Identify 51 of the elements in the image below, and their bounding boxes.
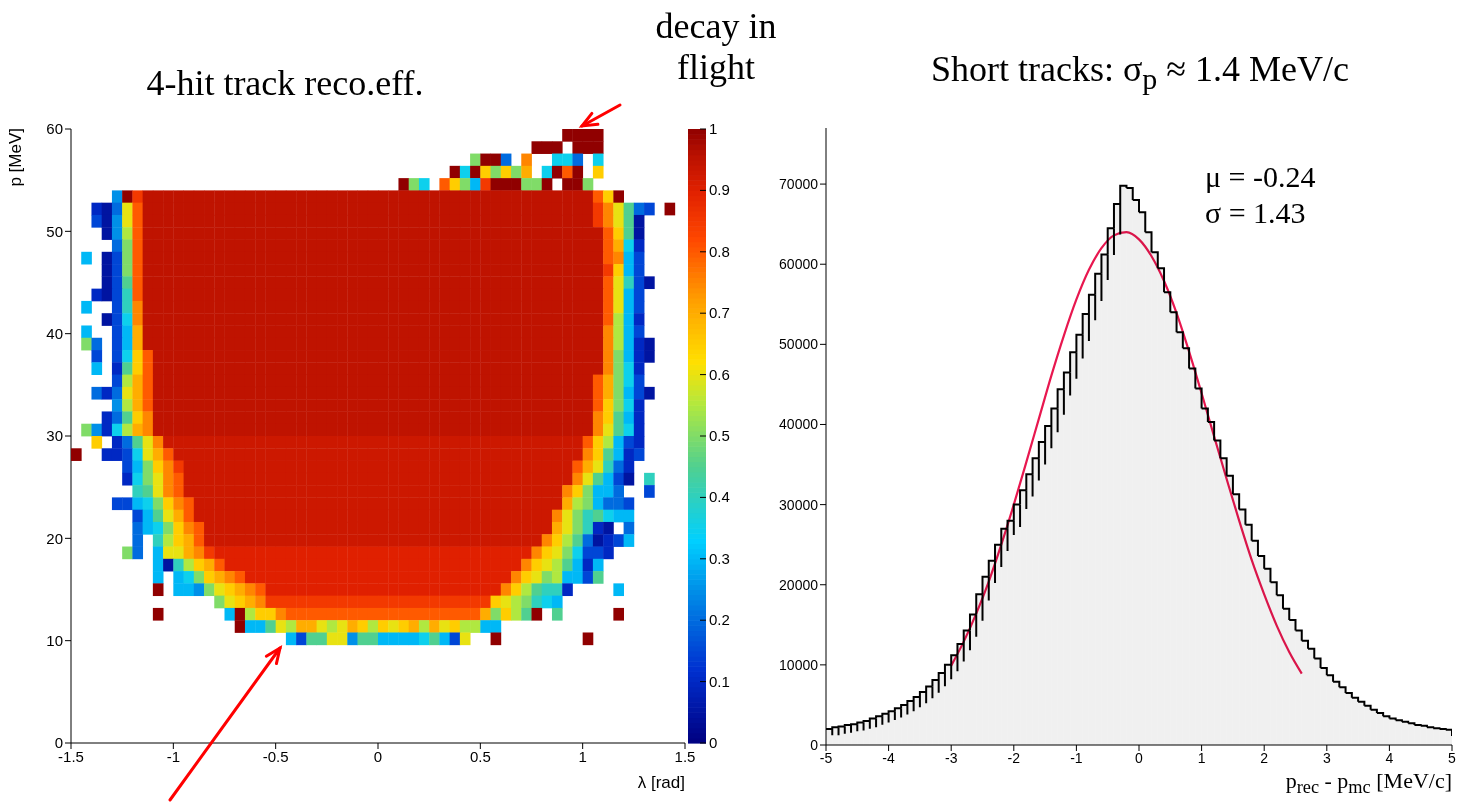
x-tick-label: 0.5 bbox=[469, 747, 491, 765]
x-tick-label: 1.5 bbox=[674, 747, 696, 765]
color-bar-label: 0.8 bbox=[709, 242, 730, 260]
color-bar-label: 0.9 bbox=[709, 181, 730, 199]
y-tick-label: 40 bbox=[46, 324, 63, 342]
y-tick-label: 10 bbox=[46, 631, 63, 649]
x-tick-label: 4 bbox=[1385, 749, 1394, 766]
x-tick-label: -3 bbox=[944, 749, 958, 766]
x-tick-label: -2 bbox=[1007, 749, 1021, 766]
y-axis-title: p [MeV] bbox=[6, 128, 26, 187]
y-tick-label: 50000 bbox=[779, 336, 819, 353]
line-series bbox=[950, 231, 1303, 675]
x-axis-title: p$_{rec}$ - p$_{mc}$ [MeV/c] bbox=[1284, 768, 1452, 799]
annotation: σ = 1.43 bbox=[1205, 196, 1306, 230]
chart-title: Short tracks: σ$_{p}$ ≈ 1.4 MeV/c bbox=[929, 48, 1351, 97]
y-tick-label: 60000 bbox=[779, 256, 819, 273]
annotation: μ = -0.24 bbox=[1205, 160, 1316, 194]
x-tick-label: 0 bbox=[1135, 749, 1144, 766]
x-tick-label: -4 bbox=[882, 749, 896, 766]
color-bar-label: 0.7 bbox=[709, 304, 730, 322]
x-tick-label: -1 bbox=[166, 747, 181, 765]
x-tick-label: 1 bbox=[1197, 749, 1206, 766]
y-tick-label: 20000 bbox=[779, 576, 819, 593]
x-tick-label: 5 bbox=[1448, 749, 1457, 766]
y-tick-label: 60 bbox=[46, 120, 63, 138]
x-tick-label: 1 bbox=[578, 747, 587, 765]
text: decay in flight bbox=[654, 6, 778, 89]
color-bar-label: 0 bbox=[709, 734, 718, 751]
y-tick-label: 20 bbox=[46, 529, 63, 547]
color-bar-label: 1 bbox=[709, 120, 718, 137]
x-tick-label: 3 bbox=[1322, 749, 1331, 766]
x-tick-label: 2 bbox=[1260, 749, 1269, 766]
y-tick-label: 0 bbox=[810, 736, 819, 753]
y-tick-label: 40000 bbox=[779, 416, 819, 433]
x-tick-label: 0 bbox=[373, 747, 383, 765]
x-tick-label: -5 bbox=[819, 749, 833, 766]
y-tick-label: 10000 bbox=[779, 656, 819, 673]
color-bar-label: 0.4 bbox=[709, 488, 730, 506]
y-tick-label: 70000 bbox=[779, 176, 819, 193]
x-tick-label: -0.5 bbox=[262, 747, 289, 765]
color-bar-label: 0.5 bbox=[709, 427, 730, 444]
color-bar-label: 0.6 bbox=[709, 365, 730, 383]
color-bar-label: 0.1 bbox=[709, 672, 730, 690]
y-tick-label: 50 bbox=[46, 222, 63, 240]
chart-title: 4-hit track reco.eff. bbox=[145, 62, 425, 104]
x-tick-label: -1 bbox=[1070, 749, 1083, 766]
y-tick-label: 30000 bbox=[779, 496, 819, 513]
y-tick-label: 30 bbox=[46, 427, 63, 445]
x-axis-title: λ [rad] bbox=[636, 773, 685, 793]
color-bar-label: 0.2 bbox=[709, 611, 730, 629]
color-bar-label: 0.3 bbox=[709, 549, 730, 567]
